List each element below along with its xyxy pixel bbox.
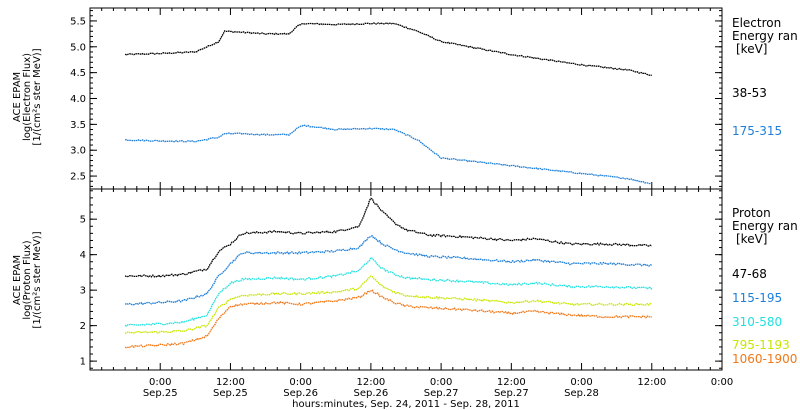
x-tick-label: 0:00 [289,377,311,388]
series-line-115-195 [124,235,652,306]
legend-item-115-195: 115-195 [732,291,782,305]
y-tick-label: 4.5 [70,68,86,79]
y-tick-label: 3.5 [70,120,86,131]
x-tick-date-label: Sep.25 [143,388,178,399]
y-tick-label: 4 [80,250,86,261]
legend-item-1060-1900: 1060-1900 [732,352,797,366]
legend-title: [keV] [736,232,767,246]
legend-title: Energy ran [732,219,798,233]
y-tick-label: 2 [80,321,86,332]
y-axis-title: [1/(cm²s ster MeV)] [32,48,43,145]
y-tick-label: 3 [80,286,86,297]
series-line-1060-1900 [124,289,652,349]
x-tick-date-label: Sep.25 [213,388,248,399]
x-tick-label: 12:00 [637,377,666,388]
y-tick-label: 3.0 [70,146,86,157]
x-tick-label: 12:00 [497,377,526,388]
y-tick-label: 5.0 [70,42,86,53]
x-tick-date-label: Sep.26 [283,388,318,399]
y-tick-label: 4.0 [70,94,86,105]
legend-item-175-315: 175-315 [732,124,782,138]
x-tick-date-label: Sep.26 [354,388,389,399]
legend-item-38-53: 38-53 [732,86,767,100]
y-tick-label: 2.5 [70,172,86,183]
x-tick-date-label: Sep.27 [494,388,529,399]
legend-title: Energy ran [732,29,798,43]
legend-title: Electron [732,16,781,30]
series-line-47-68 [124,197,653,278]
y-axis-title: ACE EPAM [12,255,23,305]
x-tick-date-label: Sep.28 [564,388,599,399]
x-tick-label: 0:00 [149,377,171,388]
x-axis: 0:00Sep.2512:00Sep.250:00Sep.2612:00Sep.… [143,377,733,410]
x-axis-title: hours:minutes, Sep. 24, 2011 - Sep. 28, … [292,399,520,410]
legend-item-795-1193: 795-1193 [732,338,790,352]
y-tick-label: 5 [80,215,86,226]
proton-panel: 1 2 3 4 5 ACE EPAM log(Proton Flux) [1/(cm²s st… [12,188,723,371]
y-axis-title: log(Proton Flux) [22,240,33,319]
legend-item-47-68: 47-68 [732,267,767,281]
legend-title: [keV] [736,42,767,56]
series-line-310-580 [124,256,653,327]
x-tick-label: 0:00 [430,377,452,388]
x-tick-label: 12:00 [356,377,385,388]
y-axis-title: log(Electron Flux) [22,53,33,141]
x-tick-date-label: Sep.27 [424,388,459,399]
y-axis-title: [1/(cm²s ster MeV)] [32,231,43,328]
y-tick-label: 5.5 [70,16,86,27]
series-line-38-53 [124,22,652,77]
y-axis-title: ACE EPAM [12,72,23,122]
series-line-795-1193 [124,275,652,335]
series-line-175-315 [125,124,652,185]
x-tick-label: 12:00 [216,377,245,388]
legend-item-310-580: 310-580 [732,315,782,329]
x-tick-label: 0:00 [570,377,592,388]
x-tick-label: 0:00 [711,377,733,388]
y-tick-label: 1 [80,357,86,368]
legend-title: Proton [732,206,771,220]
